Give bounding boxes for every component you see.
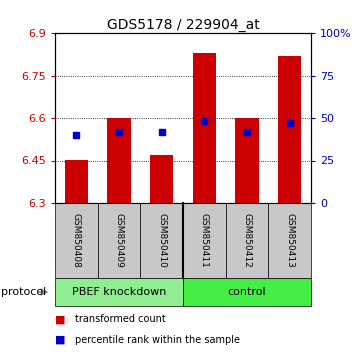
Text: GSM850411: GSM850411 xyxy=(200,213,209,268)
Text: GSM850413: GSM850413 xyxy=(285,213,294,268)
Bar xyxy=(150,155,173,203)
Text: transformed count: transformed count xyxy=(75,314,166,324)
Bar xyxy=(98,203,140,278)
Bar xyxy=(107,118,131,203)
Text: GSM850412: GSM850412 xyxy=(243,213,252,268)
Bar xyxy=(55,203,98,278)
Bar xyxy=(193,53,216,203)
Bar xyxy=(140,203,183,278)
Bar xyxy=(235,118,259,203)
Bar xyxy=(65,160,88,203)
Bar xyxy=(183,203,226,278)
Text: GSM850409: GSM850409 xyxy=(114,213,123,268)
Text: GSM850408: GSM850408 xyxy=(72,213,81,268)
Text: control: control xyxy=(228,287,266,297)
Bar xyxy=(268,203,311,278)
Bar xyxy=(278,56,301,203)
Text: PBEF knockdown: PBEF knockdown xyxy=(72,287,166,297)
Bar xyxy=(226,203,268,278)
Text: ■: ■ xyxy=(55,335,65,344)
Bar xyxy=(183,278,311,306)
Text: percentile rank within the sample: percentile rank within the sample xyxy=(75,335,240,344)
Text: GSM850410: GSM850410 xyxy=(157,213,166,268)
Text: protocol: protocol xyxy=(1,287,46,297)
Text: ■: ■ xyxy=(55,314,65,324)
Bar xyxy=(55,278,183,306)
Title: GDS5178 / 229904_at: GDS5178 / 229904_at xyxy=(106,18,259,32)
